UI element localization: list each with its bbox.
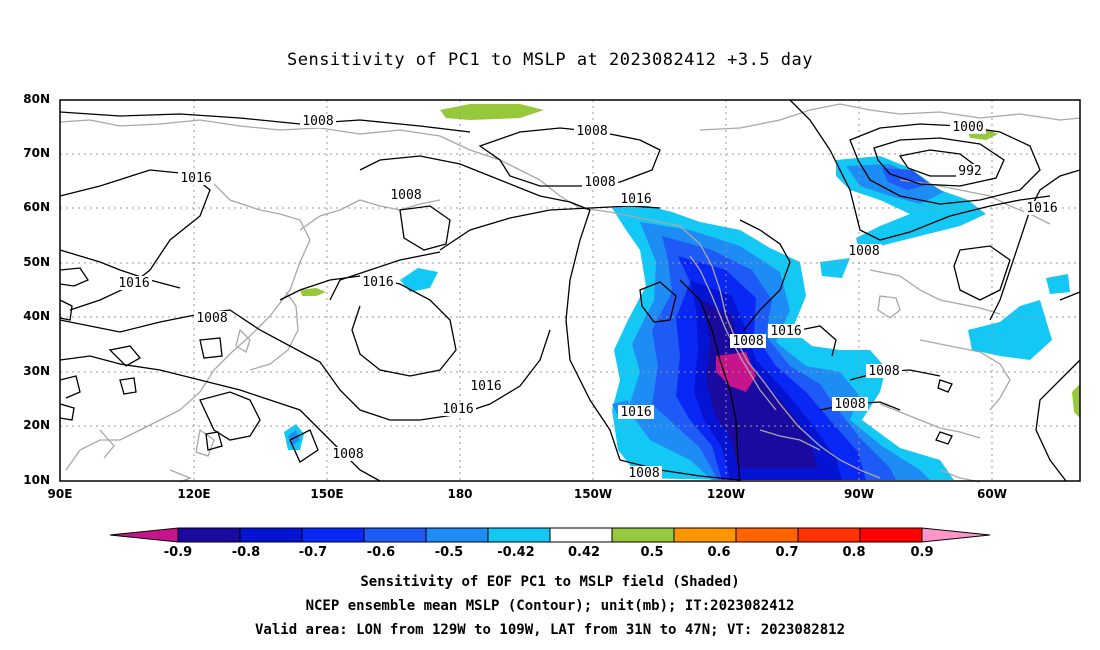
coastlines [59, 103, 1081, 483]
contour-label: 1008 [302, 114, 333, 129]
colorbar-box [425, 527, 489, 543]
lon-label-150e: 150E [310, 487, 344, 501]
lon-label-120e: 120E [177, 487, 211, 501]
contour-label: 1016 [1026, 201, 1057, 216]
contour-label: 1016 [442, 402, 473, 417]
contour-label-bg [116, 276, 152, 290]
contour-label-bg [730, 334, 766, 348]
contour-label: 1000 [952, 120, 983, 135]
lat-label-80n: 80N [23, 92, 50, 106]
contour-label-layer: 1008 1008 1008 1016 1016 1016 1008 1016 1016 1016… [116, 114, 1060, 481]
colorbar-label: -0.5 [434, 545, 464, 560]
contour-label-bg [618, 192, 654, 206]
contour-label: 1008 [848, 244, 879, 259]
colorbar-label: -0.8 [231, 545, 261, 560]
caption-contour: NCEP ensemble mean MSLP (Contour); unit(… [305, 598, 795, 614]
lat-label-20n: 20N [23, 418, 50, 432]
contour-label-bg [950, 120, 986, 134]
contour-label: 1008 [732, 334, 763, 349]
contour-label: 1008 [332, 447, 363, 462]
colorbar-label: 0.5 [640, 545, 664, 560]
lon-label-60w: 60W [977, 487, 1007, 501]
colorbar-boxes [109, 527, 991, 543]
contour-label-bg [866, 364, 902, 378]
contour-label-bg [388, 188, 424, 202]
colorbar-label: -0.9 [163, 545, 193, 560]
contour-label: 1008 [196, 311, 227, 326]
contour-label: 1016 [770, 324, 801, 339]
contour-label: 1008 [390, 188, 421, 203]
colorbar-label: -0.6 [366, 545, 396, 560]
colorbar-label: 0.42 [567, 545, 601, 560]
colorbar-label: 0.7 [775, 545, 799, 560]
colorbar-box [301, 527, 365, 543]
lat-label-40n: 40N [23, 309, 50, 323]
lon-label-90e: 90E [47, 487, 73, 501]
colorbar-label: 0.6 [707, 545, 731, 560]
contour-label: 1016 [620, 405, 651, 420]
contour-label-bg [360, 275, 396, 289]
contour-label: 1016 [362, 275, 393, 290]
colorbar-max-triangle [921, 527, 991, 543]
contour-label-bg [300, 114, 336, 128]
colorbar-box [549, 527, 613, 543]
lat-label-10n: 10N [23, 473, 50, 487]
contour-label-bg [832, 397, 868, 411]
lon-label-120w: 120W [706, 487, 746, 501]
contour-label-bg [956, 164, 984, 178]
colorbar-box [363, 527, 427, 543]
contour-label-bg [468, 379, 504, 393]
colorbar-box [177, 527, 241, 543]
colorbar-min-triangle [109, 527, 179, 543]
lat-label-50n: 50N [23, 255, 50, 269]
lon-label-180: 180 [447, 487, 473, 501]
contour-label: 1016 [180, 171, 211, 186]
contour-label-bg [768, 324, 804, 338]
contour-label-bg [618, 405, 654, 419]
colorbar-label: -0.7 [298, 545, 328, 560]
colorbar-box [859, 527, 923, 543]
contour-label: 1016 [118, 276, 149, 291]
contour-label: 1008 [628, 466, 659, 481]
contour-label: 1008 [868, 364, 899, 379]
contour-label-bg [194, 311, 230, 325]
contour-label-bg [582, 175, 618, 189]
lat-label-70n: 70N [23, 146, 50, 160]
contour-label-bg [574, 124, 610, 138]
contour-label: 1008 [834, 397, 865, 412]
colorbar-label: 0.8 [842, 545, 866, 560]
lon-label-150w: 150W [573, 487, 613, 501]
contour-label: 1016 [620, 192, 651, 207]
contour-label: 992 [958, 164, 981, 179]
colorbar-label: 0.9 [910, 545, 934, 560]
contour-label-bg [846, 244, 882, 258]
contour-label-bg [626, 466, 662, 480]
contour-label: 1008 [584, 175, 615, 190]
chart-title: Sensitivity of PC1 to MSLP at 2023082412… [286, 50, 813, 70]
contour-label: 1016 [470, 379, 501, 394]
colorbar-label: -0.42 [497, 545, 535, 560]
colorbar-box [611, 527, 675, 543]
colorbar-box [797, 527, 861, 543]
lat-label-30n: 30N [23, 364, 50, 378]
contour-label: 1008 [576, 124, 607, 139]
caption-shaded: Sensitivity of EOF PC1 to MSLP field (Sh… [360, 574, 740, 590]
lat-label-60n: 60N [23, 200, 50, 214]
contour-label-bg [178, 171, 214, 185]
contour-label-bg [440, 402, 476, 416]
lon-label-90w: 90W [844, 487, 874, 501]
caption-valid-area: Valid area: LON from 129W to 109W, LAT f… [254, 622, 845, 638]
contour-label-bg [330, 447, 366, 461]
colorbar-box [673, 527, 737, 543]
frame [59, 99, 1081, 482]
colorbar-box [735, 527, 799, 543]
colorbar-box [239, 527, 303, 543]
colorbar-box [487, 527, 551, 543]
contour-label-bg [1024, 201, 1060, 215]
